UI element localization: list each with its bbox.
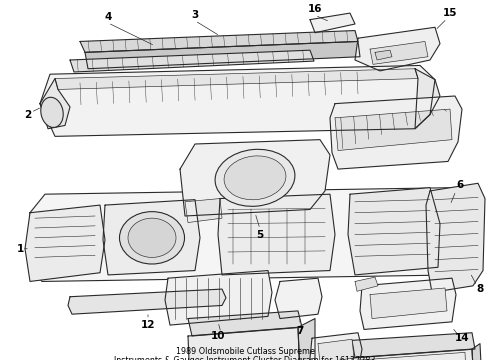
Ellipse shape bbox=[41, 97, 63, 127]
Polygon shape bbox=[28, 188, 470, 282]
Polygon shape bbox=[355, 27, 440, 71]
Polygon shape bbox=[68, 289, 226, 314]
Text: 7: 7 bbox=[296, 325, 304, 336]
Polygon shape bbox=[370, 288, 447, 319]
Text: 5: 5 bbox=[256, 230, 264, 239]
Text: 4: 4 bbox=[104, 13, 112, 22]
Polygon shape bbox=[218, 194, 335, 275]
Polygon shape bbox=[310, 333, 362, 360]
Polygon shape bbox=[85, 41, 360, 69]
Text: 1989 Oldsmobile Cutlass Supreme: 1989 Oldsmobile Cutlass Supreme bbox=[175, 347, 315, 356]
Polygon shape bbox=[360, 278, 456, 329]
Polygon shape bbox=[352, 333, 475, 358]
Ellipse shape bbox=[120, 212, 185, 264]
Ellipse shape bbox=[224, 156, 286, 200]
Polygon shape bbox=[180, 140, 330, 216]
Polygon shape bbox=[330, 96, 462, 169]
Polygon shape bbox=[352, 349, 474, 360]
Polygon shape bbox=[188, 327, 300, 360]
Ellipse shape bbox=[215, 149, 295, 206]
Polygon shape bbox=[335, 109, 452, 150]
Polygon shape bbox=[40, 66, 435, 136]
Polygon shape bbox=[70, 50, 314, 72]
Polygon shape bbox=[185, 199, 222, 222]
Polygon shape bbox=[375, 50, 392, 60]
Text: 12: 12 bbox=[141, 320, 155, 330]
Text: 8: 8 bbox=[476, 284, 484, 294]
Text: 16: 16 bbox=[308, 4, 322, 14]
Polygon shape bbox=[188, 311, 302, 336]
Polygon shape bbox=[298, 319, 315, 360]
Polygon shape bbox=[348, 188, 440, 275]
Text: 10: 10 bbox=[211, 331, 225, 341]
Text: 3: 3 bbox=[192, 10, 198, 20]
Polygon shape bbox=[40, 78, 70, 129]
Polygon shape bbox=[370, 41, 428, 64]
Text: 15: 15 bbox=[443, 8, 457, 18]
Polygon shape bbox=[472, 344, 482, 360]
Polygon shape bbox=[415, 69, 440, 129]
Text: 1: 1 bbox=[16, 244, 24, 254]
Polygon shape bbox=[318, 339, 354, 360]
Polygon shape bbox=[426, 183, 485, 292]
Polygon shape bbox=[80, 31, 358, 52]
Polygon shape bbox=[25, 205, 105, 282]
Text: 14: 14 bbox=[455, 333, 469, 343]
Polygon shape bbox=[310, 13, 355, 33]
Polygon shape bbox=[275, 278, 322, 319]
Polygon shape bbox=[355, 277, 378, 291]
Polygon shape bbox=[55, 69, 418, 89]
Text: Instruments & Gauges Instrument Cluster Diagram for 16127283: Instruments & Gauges Instrument Cluster … bbox=[114, 356, 376, 360]
Polygon shape bbox=[103, 200, 200, 275]
Text: 2: 2 bbox=[24, 109, 32, 120]
Ellipse shape bbox=[128, 218, 176, 257]
Text: 6: 6 bbox=[456, 180, 464, 190]
Polygon shape bbox=[165, 271, 272, 325]
